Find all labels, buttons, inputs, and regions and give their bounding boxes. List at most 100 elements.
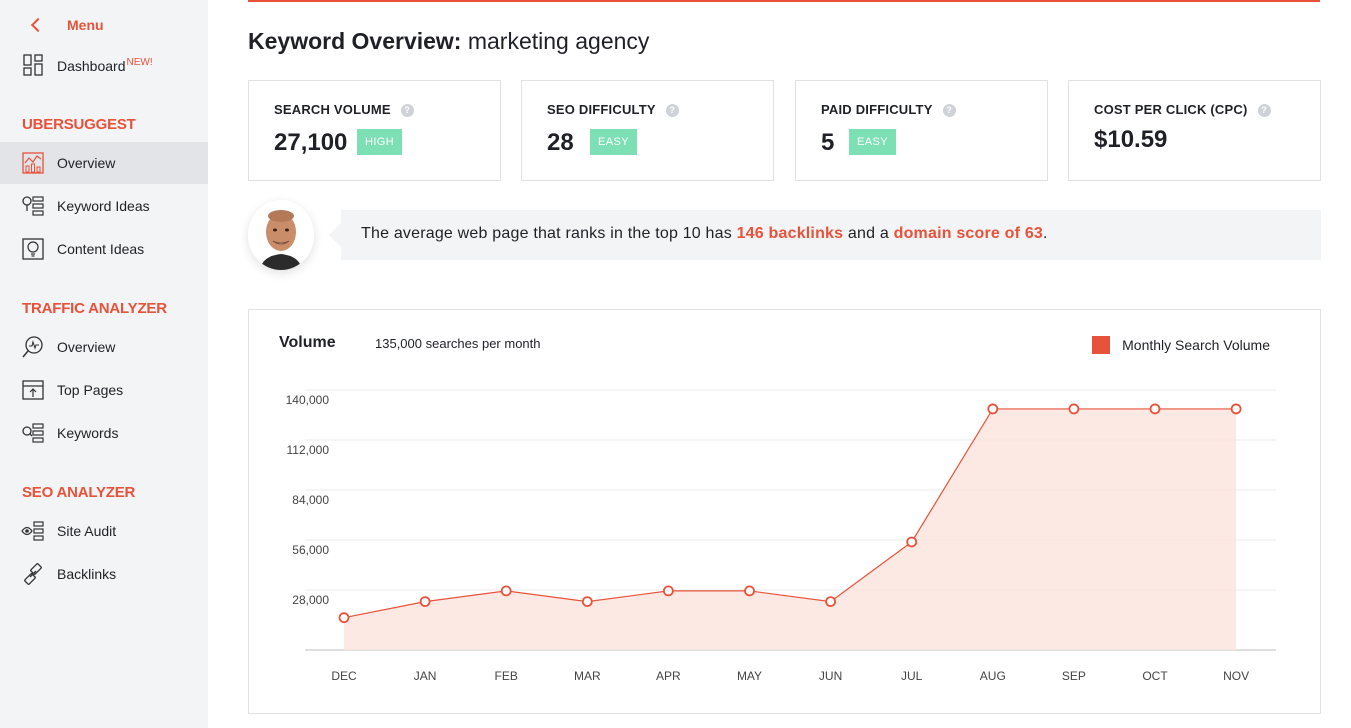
data-point [1230, 403, 1242, 415]
x-tick-label: NOV [1223, 669, 1249, 683]
sidebar-item-content-ideas[interactable]: Content Ideas [0, 228, 208, 270]
help-icon[interactable]: ? [942, 104, 956, 117]
lightbulb-icon [22, 238, 44, 260]
legend-swatch [1092, 336, 1111, 354]
sidebar-item-label: Top Pages [57, 382, 124, 398]
sidebar-item-keyword-ideas[interactable]: Keyword Ideas [0, 185, 208, 227]
new-badge: NEW! [126, 57, 153, 68]
sidebar-item-label: DashboardNEW! [57, 57, 153, 74]
chart-overview-icon [22, 152, 44, 174]
card-value: 28 [547, 129, 574, 156]
data-point [338, 612, 350, 624]
section-title-seo-analyzer: SEO ANALYZER [22, 484, 136, 501]
top-pages-icon [22, 380, 44, 400]
paid-difficulty-card: PAID DIFFICULTY? 5 EASY [795, 80, 1048, 181]
chart-title: Volume [279, 334, 336, 351]
volume-chart-card: Volume 135,000 searches per month Monthl… [248, 309, 1321, 714]
volume-chart: 28,000 56,000 84,000 112,000 140,000 DEC JAN FE… [286, 389, 1276, 683]
insight-banner: The average web page that ranks in the t… [248, 200, 1321, 270]
data-point [906, 536, 918, 548]
x-tick-label: FEB [495, 669, 518, 683]
insight-bubble: The average web page that ranks in the t… [329, 210, 1321, 260]
sidebar-item-overview[interactable]: Overview [0, 142, 208, 184]
data-point [987, 403, 999, 415]
section-title-traffic-analyzer: TRAFFIC ANALYZER [22, 300, 167, 317]
sidebar-item-label: Keywords [57, 425, 119, 441]
cpc-card: COST PER CLICK (CPC)? $10.59 [1068, 80, 1321, 181]
domain-score-highlight: domain score of 63 [893, 225, 1044, 242]
page-title: Keyword Overview: marketing agency [248, 28, 649, 55]
menu-toggle[interactable]: Menu [0, 16, 208, 38]
data-point [662, 585, 674, 597]
y-tick-label: 28,000 [292, 593, 329, 607]
sidebar: Menu DashboardNEW! UBERSUGGEST Overview [0, 0, 208, 728]
card-label: COST PER CLICK (CPC)? [1094, 102, 1271, 117]
volume-level-badge: HIGH [357, 129, 403, 155]
sidebar-item-backlinks[interactable]: Backlinks [0, 553, 208, 595]
y-tick-label: 84,000 [292, 493, 329, 507]
insight-text: The average web page that ranks in the t… [361, 225, 1048, 242]
sidebar-item-label: Overview [57, 155, 116, 171]
chart-subtitle: 135,000 searches per month [375, 336, 541, 351]
sidebar-item-keywords[interactable]: Keywords [0, 412, 208, 454]
x-tick-label: APR [656, 669, 681, 683]
chart-legend[interactable]: Monthly Search Volume [1092, 336, 1270, 354]
data-point [1149, 403, 1161, 415]
difficulty-badge: EASY [849, 129, 896, 155]
y-tick-label: 140,000 [286, 393, 330, 407]
data-point [825, 596, 836, 608]
card-label: SEARCH VOLUME? [274, 102, 414, 117]
data-point [1068, 403, 1080, 415]
page-title-label: Keyword Overview: [248, 28, 462, 54]
sidebar-item-label: Overview [57, 339, 116, 355]
site-audit-eye-icon [21, 521, 44, 541]
sidebar-item-traffic-overview[interactable]: Overview [0, 326, 208, 368]
page-title-keyword: marketing agency [467, 28, 650, 54]
keyword-list-icon [22, 196, 44, 216]
dashboard-icon [23, 54, 43, 76]
data-point [419, 596, 431, 608]
data-point [500, 585, 512, 597]
card-value: 5 [821, 129, 835, 156]
help-icon[interactable]: ? [1257, 104, 1271, 117]
backlinks-highlight: 146 backlinks [736, 225, 844, 242]
x-tick-label: JUL [901, 669, 923, 683]
x-tick-label: MAR [574, 669, 601, 683]
legend-label: Monthly Search Volume [1122, 337, 1270, 353]
keywords-search-icon [22, 423, 44, 443]
x-tick-label: MAY [737, 669, 762, 683]
menu-label: Menu [67, 17, 104, 33]
sidebar-item-top-pages[interactable]: Top Pages [0, 369, 208, 411]
series-area [344, 408, 1237, 650]
card-label: PAID DIFFICULTY? [821, 102, 956, 117]
x-tick-label: JUN [819, 669, 842, 683]
traffic-search-icon [22, 336, 43, 358]
sidebar-item-label: Content Ideas [57, 241, 145, 257]
x-tick-label: DEC [331, 669, 357, 683]
sidebar-item-label: Backlinks [57, 566, 117, 582]
card-value: $10.59 [1094, 126, 1168, 153]
x-tick-label: AUG [980, 669, 1006, 683]
y-tick-label: 112,000 [287, 443, 330, 457]
series-line [343, 408, 1237, 619]
link-icon [24, 563, 42, 585]
sidebar-item-label: Site Audit [57, 523, 117, 539]
search-volume-card: SEARCH VOLUME? 27,100 HIGH [248, 80, 501, 181]
x-tick-label: JAN [414, 669, 437, 683]
seo-difficulty-card: SEO DIFFICULTY? 28 EASY [521, 80, 774, 181]
avatar-portrait [248, 200, 314, 270]
avatar [248, 200, 314, 270]
help-icon[interactable]: ? [665, 104, 679, 117]
x-tick-label: SEP [1062, 669, 1086, 683]
sidebar-item-label: Keyword Ideas [57, 198, 150, 214]
chevron-left-icon [30, 17, 46, 33]
sidebar-item-dashboard[interactable]: DashboardNEW! [0, 44, 208, 86]
y-tick-label: 56,000 [292, 543, 329, 557]
x-tick-label: OCT [1142, 669, 1168, 683]
help-icon[interactable]: ? [400, 104, 414, 117]
difficulty-badge: EASY [590, 129, 637, 155]
data-point [744, 585, 755, 597]
data-point [581, 596, 593, 608]
sidebar-item-site-audit[interactable]: Site Audit [0, 510, 208, 552]
card-label: SEO DIFFICULTY? [547, 102, 679, 117]
